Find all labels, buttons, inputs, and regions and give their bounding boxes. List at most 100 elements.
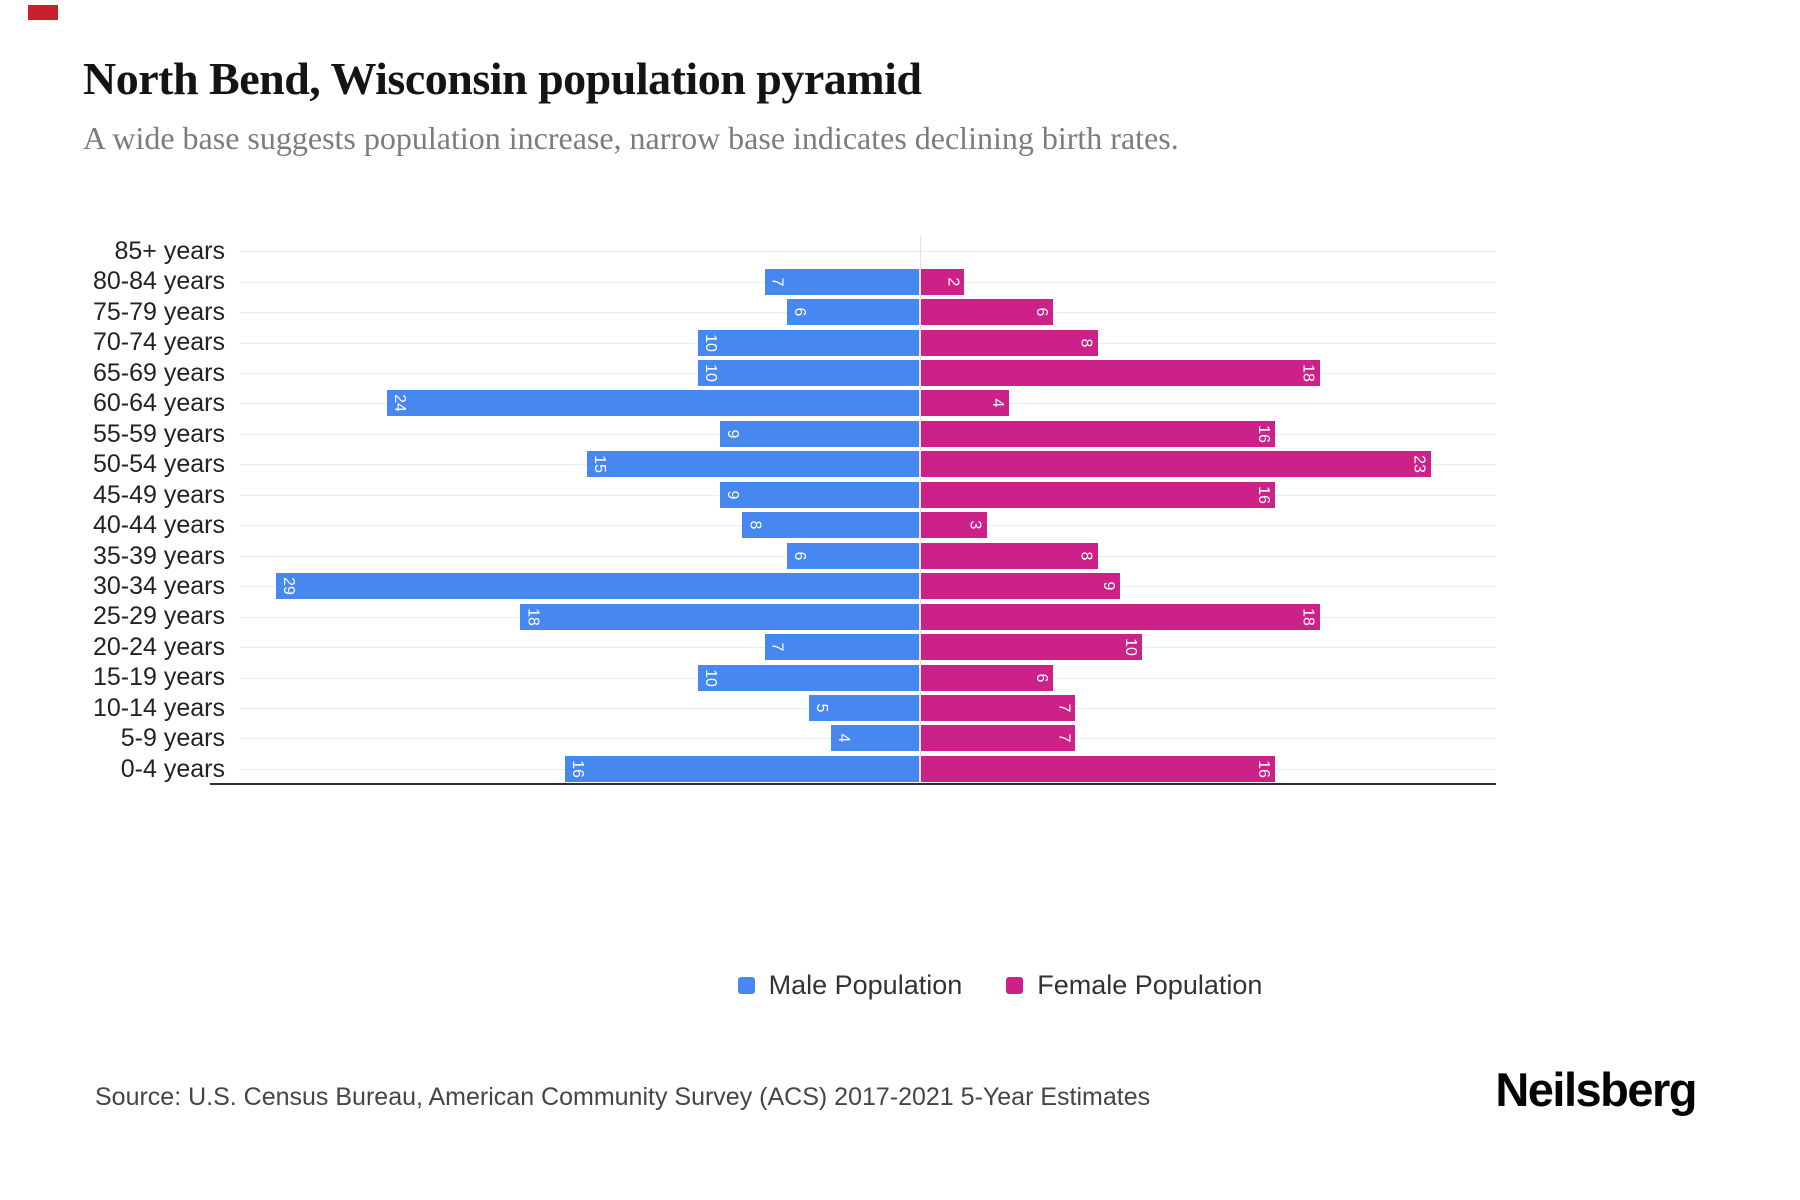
category-label: 40-44 years xyxy=(92,511,225,540)
chart-title: North Bend, Wisconsin population pyramid xyxy=(83,53,922,104)
bar-value-label: 4 xyxy=(835,733,853,743)
bar-value-label: 15 xyxy=(591,455,608,474)
bar-value-label: 10 xyxy=(702,333,719,352)
chart-subtitle: A wide base suggests population increase… xyxy=(83,120,1179,156)
category-label: 65-69 years xyxy=(92,358,225,387)
category-label: 5-9 years xyxy=(120,724,225,753)
male-bar-10-14-years[interactable]: 5 xyxy=(809,694,920,721)
category-axis: 85+ years 80-84 years 75-79 years 70-74 yea… xyxy=(0,236,225,784)
bar-value-label: 18 xyxy=(1299,364,1317,382)
female-swatch-icon xyxy=(1006,977,1024,994)
bar-value-label: 10 xyxy=(1122,638,1139,656)
bar-value-label: 8 xyxy=(1077,551,1095,561)
bar-value-label: 9 xyxy=(1099,581,1117,591)
male-bar-55-59-years[interactable]: 9 xyxy=(720,420,920,447)
female-bar-10-14-years[interactable]: 7 xyxy=(920,694,1076,721)
female-bar-50-54-years[interactable]: 23 xyxy=(920,451,1431,478)
female-bar-30-34-years[interactable]: 9 xyxy=(920,573,1120,600)
corner-marker xyxy=(28,5,58,20)
bar-value-label: 24 xyxy=(391,394,409,413)
bar-value-label: 8 xyxy=(1077,338,1095,348)
bar-value-label: 16 xyxy=(1255,485,1273,504)
male-bar-60-64-years[interactable]: 24 xyxy=(387,390,920,417)
female-bar-15-19-years[interactable]: 6 xyxy=(920,664,1054,691)
female-bar-55-59-years[interactable]: 16 xyxy=(920,420,1276,447)
category-label: 25-29 years xyxy=(92,602,225,631)
category-label: 15-19 years xyxy=(92,663,225,692)
category-label: 35-39 years xyxy=(92,541,225,570)
category-label: 70-74 years xyxy=(92,328,225,357)
bar-value-label: 16 xyxy=(568,759,586,778)
male-bar-0-4-years[interactable]: 16 xyxy=(564,755,920,782)
bar-value-label: 29 xyxy=(280,577,298,596)
female-bar-0-4-years[interactable]: 16 xyxy=(920,755,1276,782)
female-bar-25-29-years[interactable]: 18 xyxy=(920,603,1320,630)
bar-value-label: 10 xyxy=(702,364,719,382)
bar-value-label: 16 xyxy=(1255,759,1273,778)
female-bar-70-74-years[interactable]: 8 xyxy=(920,329,1098,356)
bar-value-label: 9 xyxy=(724,429,742,439)
category-label: 10-14 years xyxy=(92,693,225,722)
female-bar-35-39-years[interactable]: 8 xyxy=(920,542,1098,569)
bar-value-label: 3 xyxy=(966,520,984,530)
male-bar-75-79-years[interactable]: 6 xyxy=(786,299,920,326)
legend-item-male[interactable]: Male Population xyxy=(737,970,962,1001)
male-bar-25-29-years[interactable]: 18 xyxy=(520,603,920,630)
bar-value-label: 6 xyxy=(790,307,808,317)
female-bar-20-24-years[interactable]: 10 xyxy=(920,634,1142,661)
category-label: 50-54 years xyxy=(92,450,225,479)
male-bar-50-54-years[interactable]: 15 xyxy=(587,451,920,478)
female-bar-75-79-years[interactable]: 6 xyxy=(920,299,1054,326)
bar-value-label: 7 xyxy=(768,642,786,652)
male-bar-40-44-years[interactable]: 8 xyxy=(742,512,920,539)
category-label: 20-24 years xyxy=(92,632,225,661)
category-label: 0-4 years xyxy=(120,754,225,783)
bar-value-label: 18 xyxy=(524,607,542,626)
gridline xyxy=(240,251,1496,253)
category-label: 75-79 years xyxy=(92,297,225,326)
bar-value-label: 6 xyxy=(790,551,808,561)
male-bar-80-84-years[interactable]: 7 xyxy=(764,268,920,295)
male-bar-35-39-years[interactable]: 6 xyxy=(786,542,920,569)
bar-value-label: 5 xyxy=(813,703,830,713)
legend-item-female[interactable]: Female Population xyxy=(1006,970,1262,1001)
plot-area: 7 6 10 10 24 9 15 9 8 6 29 18 7 10 5 4 16 2 6 8 18 4 16 23 16 3 8 9… xyxy=(210,236,1496,785)
bar-value-label: 6 xyxy=(1033,673,1051,682)
center-axis-line xyxy=(920,236,921,784)
bar-value-label: 10 xyxy=(702,668,719,687)
male-bar-20-24-years[interactable]: 7 xyxy=(764,634,920,661)
female-bar-45-49-years[interactable]: 16 xyxy=(920,481,1276,508)
female-bar-60-64-years[interactable]: 4 xyxy=(920,390,1009,417)
bar-value-label: 4 xyxy=(988,399,1006,408)
bottom-axis-line xyxy=(210,783,1496,785)
male-bar-65-69-years[interactable]: 10 xyxy=(698,360,920,387)
category-label: 55-59 years xyxy=(92,419,225,448)
male-bar-5-9-years[interactable]: 4 xyxy=(831,725,920,752)
bar-value-label: 16 xyxy=(1255,425,1273,443)
male-bar-15-19-years[interactable]: 10 xyxy=(698,664,920,691)
bar-value-label: 8 xyxy=(746,520,764,530)
female-bar-65-69-years[interactable]: 18 xyxy=(920,360,1320,387)
bar-value-label: 23 xyxy=(1410,455,1428,474)
bar-value-label: 7 xyxy=(768,277,786,287)
female-bar-5-9-years[interactable]: 7 xyxy=(920,725,1076,752)
bar-value-label: 18 xyxy=(1299,607,1317,626)
category-label: 60-64 years xyxy=(92,389,225,418)
brand-logo[interactable]: Neilsberg xyxy=(1495,1063,1697,1116)
category-label: 85+ years xyxy=(114,237,226,265)
category-label: 45-49 years xyxy=(92,480,225,509)
female-bar-80-84-years[interactable]: 2 xyxy=(920,268,965,295)
bar-value-label: 9 xyxy=(724,490,742,500)
bar-value-label: 7 xyxy=(1055,733,1073,743)
bar-value-label: 6 xyxy=(1033,307,1051,317)
category-label: 30-34 years xyxy=(92,571,225,600)
female-bar-40-44-years[interactable]: 3 xyxy=(920,512,987,539)
male-bar-30-34-years[interactable]: 29 xyxy=(276,573,920,600)
bar-value-label: 2 xyxy=(944,277,962,287)
male-bar-70-74-years[interactable]: 10 xyxy=(698,329,920,356)
male-bar-45-49-years[interactable]: 9 xyxy=(720,481,920,508)
male-swatch-icon xyxy=(737,977,755,994)
legend: Male Population Female Population xyxy=(200,970,1800,1001)
